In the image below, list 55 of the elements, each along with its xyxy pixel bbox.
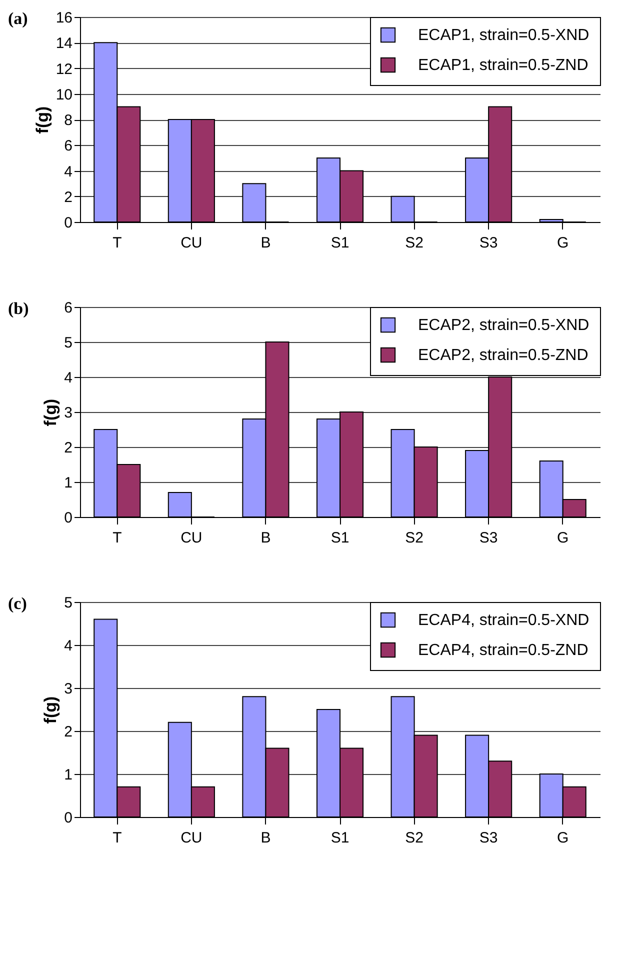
chart-title: (c): [8, 594, 27, 613]
x-tick-label: S1: [330, 830, 350, 846]
y-tick-label: 8: [64, 112, 72, 129]
y-tick-label: 4: [64, 163, 72, 180]
legend-label: ECAP2, strain=0.5-ZND: [418, 347, 588, 364]
y-tick-label: 4: [64, 638, 72, 654]
x-tick-label: S3: [479, 234, 498, 252]
x-tick-label: G: [557, 830, 569, 846]
y-tick-label: 5: [64, 334, 72, 352]
y-tick-label: 3: [64, 404, 72, 422]
y-tick-label: 6: [64, 138, 72, 155]
x-tick-label: CU: [180, 830, 202, 846]
y-tick-label: 0: [64, 214, 72, 232]
legend-label: ECAP4, strain=0.5-XND: [418, 612, 590, 629]
y-tick-label: 16: [56, 10, 72, 26]
y-tick-label: 4: [64, 370, 72, 386]
x-tick-label: CU: [180, 530, 202, 546]
x-tick-label: S2: [405, 234, 424, 252]
x-tick-label: S2: [405, 830, 424, 846]
x-tick-label: T: [112, 530, 122, 546]
x-tick-label: S1: [330, 530, 350, 546]
y-axis-title: f(g): [32, 106, 52, 134]
y-tick-label: 1: [64, 474, 72, 492]
y-tick-label: 10: [56, 86, 72, 104]
legend-label: ECAP1, strain=0.5-ZND: [418, 57, 588, 74]
x-tick-label: B: [260, 234, 271, 252]
y-tick-label: 2: [64, 724, 72, 740]
y-tick-label: 6: [64, 300, 72, 316]
x-tick-label: B: [260, 530, 271, 546]
y-tick-label: 3: [64, 680, 72, 698]
y-tick-label: 5: [64, 594, 72, 612]
y-tick-label: 14: [56, 35, 72, 52]
x-tick-label: S2: [405, 530, 424, 546]
y-axis-title: f(g): [41, 696, 60, 724]
y-tick-label: 2: [64, 440, 72, 456]
legend-label: ECAP4, strain=0.5-ZND: [418, 642, 588, 659]
x-tick-label: B: [260, 830, 271, 846]
legend-label: ECAP1, strain=0.5-XND: [418, 27, 590, 44]
x-tick-label: G: [557, 234, 569, 252]
x-tick-label: S3: [479, 830, 498, 846]
x-tick-label: CU: [180, 234, 202, 252]
chart-title: (b): [8, 299, 29, 318]
x-tick-label: S3: [479, 530, 498, 546]
y-tick-label: 0: [64, 510, 72, 526]
y-tick-label: 2: [64, 188, 72, 206]
legend-label: ECAP2, strain=0.5-XND: [418, 317, 590, 334]
y-tick-label: 1: [64, 766, 72, 784]
x-tick-label: T: [112, 234, 122, 252]
y-tick-label: 0: [64, 810, 72, 826]
x-tick-label: S1: [330, 234, 350, 252]
x-tick-label: T: [112, 830, 122, 846]
chart-title: (a): [8, 9, 28, 28]
y-axis-title: f(g): [41, 398, 60, 426]
x-tick-label: G: [557, 530, 569, 546]
y-tick-label: 12: [56, 60, 72, 78]
